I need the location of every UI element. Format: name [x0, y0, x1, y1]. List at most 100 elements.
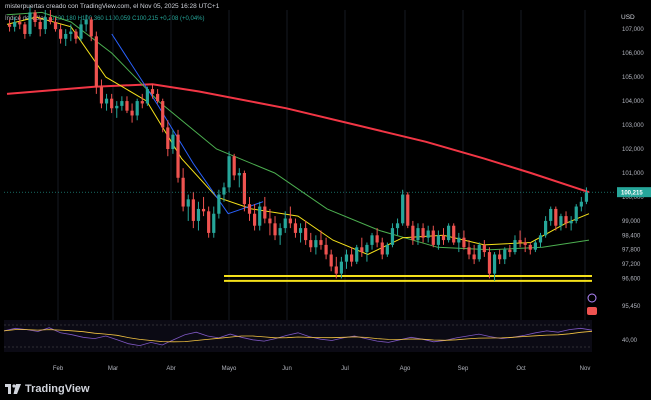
candle-body	[104, 98, 109, 104]
candle-body	[212, 213, 216, 233]
candle-body	[79, 24, 83, 39]
candle	[212, 206, 216, 238]
candle-body	[145, 89, 149, 104]
time-tick-label: Jun	[282, 366, 292, 372]
candle-body	[84, 19, 88, 25]
candle-body	[283, 218, 287, 229]
candle	[258, 201, 262, 231]
candle	[298, 223, 303, 243]
candle	[350, 247, 354, 267]
candle-body	[569, 220, 573, 224]
candle-body	[533, 242, 537, 250]
candle	[263, 196, 267, 224]
candle	[110, 93, 114, 114]
candle-body	[584, 192, 589, 202]
candle	[181, 168, 185, 212]
symbol-legend: Índice del dólar O100,180 H100,360 L100,0…	[5, 16, 205, 22]
candle	[150, 84, 155, 99]
candle	[135, 98, 139, 121]
price-axis: 107,000 106,000 105,000 104,000 103,000 102,0…	[4, 27, 651, 310]
tradingview-logo[interactable]: TradingView	[5, 383, 90, 395]
candle	[324, 237, 328, 260]
candle	[457, 232, 461, 253]
candle	[247, 196, 252, 221]
candle-body	[498, 254, 502, 260]
candle	[166, 120, 170, 157]
price-tick-label: 106,000	[622, 51, 644, 57]
candle	[7, 19, 12, 32]
time-tick-label: Oct	[516, 366, 526, 372]
candle	[421, 223, 425, 243]
candle	[533, 240, 537, 253]
candle-body	[395, 223, 400, 229]
price-tick-label: 99,000	[622, 219, 641, 225]
price-tick-label: 95,450	[622, 304, 641, 310]
candle	[237, 168, 241, 188]
candle	[436, 230, 440, 250]
candle-body	[28, 12, 32, 34]
candle-body	[579, 201, 583, 207]
candle-body	[227, 156, 231, 188]
candle	[355, 244, 359, 265]
candle-body	[176, 134, 180, 178]
tradingview-logo-text: TradingView	[25, 383, 90, 395]
candle	[253, 204, 257, 231]
event-marker-icon	[587, 293, 597, 303]
candle-body	[253, 213, 257, 226]
time-axis: Feb Mar Abr Mayo Jun Jul Ago Sep Oct Nov	[53, 366, 591, 372]
candle-body	[462, 237, 466, 248]
candle	[74, 29, 78, 44]
candle-body	[487, 252, 492, 274]
candle-body	[217, 194, 221, 214]
candle-body	[268, 218, 272, 224]
price-tick-label: 107,000	[622, 27, 644, 33]
candle-body	[237, 172, 241, 176]
candle-body	[426, 230, 430, 238]
candle-body	[110, 98, 114, 109]
candle-body	[406, 194, 410, 226]
rsi-background	[4, 320, 592, 352]
candle	[94, 31, 98, 94]
candle	[416, 223, 420, 245]
candle	[48, 10, 52, 25]
candle-body	[492, 254, 497, 274]
candle-body	[89, 19, 93, 37]
candle	[314, 235, 318, 255]
candle	[140, 93, 144, 109]
candle-body	[452, 225, 456, 243]
candle-body	[329, 254, 333, 267]
candle	[574, 204, 578, 224]
candle-body	[201, 208, 206, 212]
candle	[43, 10, 47, 34]
candle	[523, 237, 527, 253]
candle-body	[436, 235, 440, 245]
candle-body	[7, 24, 12, 27]
candle	[528, 242, 532, 255]
candle	[579, 196, 583, 212]
candle-body	[43, 17, 47, 30]
candle	[370, 232, 374, 250]
candle-body	[94, 36, 98, 87]
price-tick-label: 105,000	[622, 75, 644, 81]
candle	[503, 247, 507, 265]
time-tick-label: Ago	[400, 366, 411, 372]
candle	[498, 249, 502, 265]
candle	[125, 96, 129, 114]
candle	[283, 211, 287, 233]
candle	[492, 252, 497, 281]
candle-body	[401, 194, 405, 224]
ma20-line	[6, 16, 590, 256]
candle	[309, 232, 313, 253]
candle-body	[191, 199, 195, 221]
candle	[569, 216, 573, 231]
candle-body	[477, 244, 481, 260]
price-tick-label: 101,000	[622, 171, 644, 177]
currency-label[interactable]: USD	[621, 14, 635, 21]
candle-body	[161, 101, 165, 128]
candle-body	[115, 105, 119, 109]
candle-body	[171, 134, 175, 150]
candle	[447, 223, 451, 243]
candle	[217, 189, 221, 219]
candle	[64, 29, 68, 46]
